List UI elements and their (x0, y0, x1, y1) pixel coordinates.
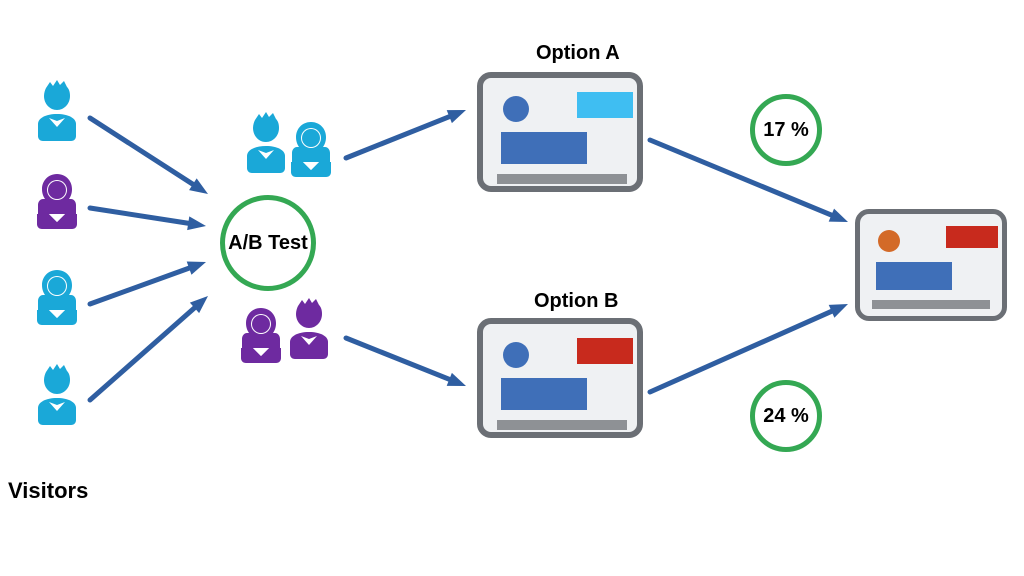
result-a-circle: 17 % (750, 94, 822, 166)
card-a-dot-icon (503, 96, 529, 122)
card-b-bar-icon (497, 420, 627, 430)
visitor-person-icon (32, 170, 82, 245)
group-a-person-icon (286, 118, 336, 193)
card-b-block-icon (501, 378, 587, 410)
group-a-person-icon (241, 110, 291, 185)
result-b-value: 24 % (763, 405, 809, 428)
visitor-person-icon (32, 78, 82, 153)
ab-test-circle: A/B Test (220, 195, 316, 291)
group-b-person-icon (236, 304, 286, 379)
ab-test-label: A/B Test (228, 232, 308, 255)
visitor-person-icon (32, 266, 82, 341)
card-r-chip-icon (946, 226, 998, 248)
option-a-card (477, 72, 643, 192)
card-r-block-icon (876, 262, 952, 290)
card-r-bar-icon (872, 300, 990, 309)
card-a-chip-icon (577, 92, 633, 118)
group-b-person-icon (284, 296, 334, 371)
visitors-label: Visitors (8, 478, 88, 504)
visitor-person-icon (32, 362, 82, 437)
card-r-dot-icon (878, 230, 900, 252)
card-b-chip-icon (577, 338, 633, 364)
result-b-circle: 24 % (750, 380, 822, 452)
option-a-label: Option A (536, 42, 620, 65)
card-a-block-icon (501, 132, 587, 164)
result-card (855, 209, 1007, 321)
option-b-label: Option B (534, 290, 618, 313)
option-b-card (477, 318, 643, 438)
card-a-bar-icon (497, 174, 627, 184)
card-b-dot-icon (503, 342, 529, 368)
result-a-value: 17 % (763, 119, 809, 142)
